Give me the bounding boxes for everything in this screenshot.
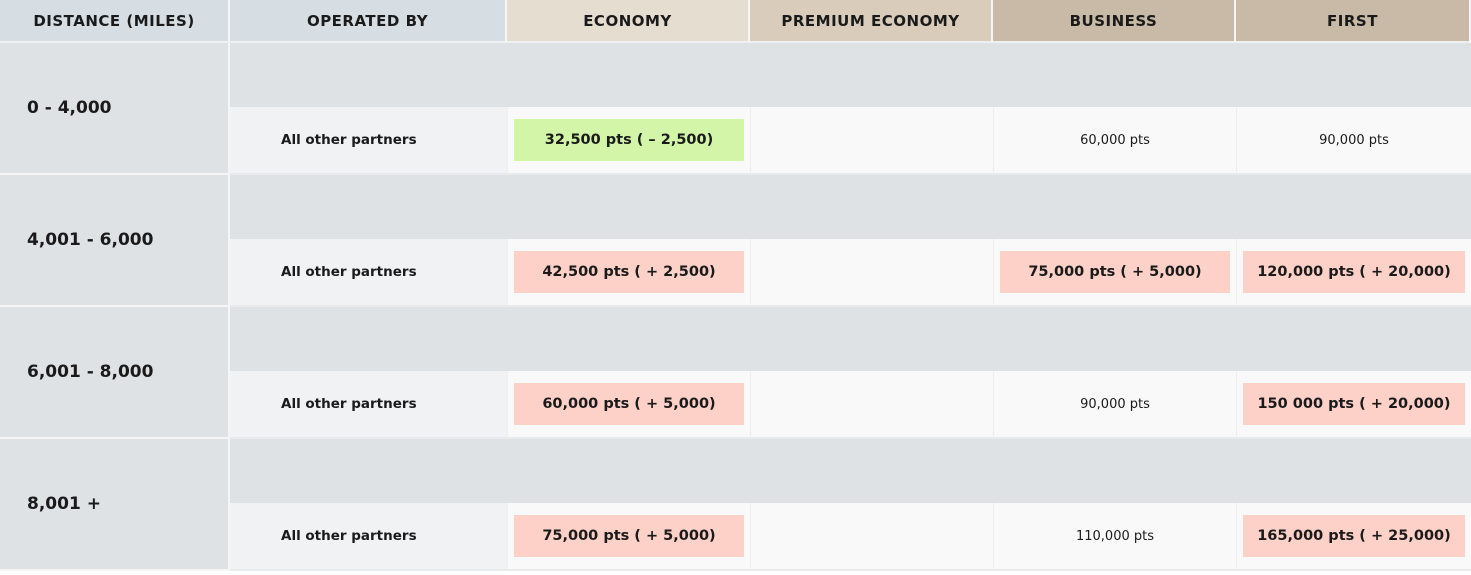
header-economy: ECONOMY	[507, 0, 750, 43]
business-price: 75,000 pts ( + 5,000)	[1000, 251, 1230, 293]
header-distance: DISTANCE (MILES)	[0, 0, 230, 43]
group-band	[230, 43, 1471, 107]
economy-price: 42,500 pts ( + 2,500)	[514, 251, 744, 293]
economy-cell: 75,000 pts ( + 5,000)	[507, 503, 750, 571]
group-band	[230, 175, 1471, 239]
business-price: 90,000 pts	[1080, 396, 1150, 412]
distance-cell: 0 - 4,000	[0, 43, 230, 175]
first-cell: 165,000 pts ( + 25,000)	[1236, 503, 1471, 571]
economy-price: 75,000 pts ( + 5,000)	[514, 515, 744, 557]
premium-economy-cell	[750, 371, 993, 439]
premium-economy-cell	[750, 503, 993, 571]
premium-economy-cell	[750, 107, 993, 175]
header-first: FIRST	[1236, 0, 1471, 43]
business-cell: 110,000 pts	[993, 503, 1236, 571]
business-cell: 90,000 pts	[993, 371, 1236, 439]
business-cell: 75,000 pts ( + 5,000)	[993, 239, 1236, 307]
business-cell: 60,000 pts	[993, 107, 1236, 175]
operated-by-cell: All other partners	[230, 107, 507, 175]
operated-by-cell: All other partners	[230, 371, 507, 439]
distance-cell: 4,001 - 6,000	[0, 175, 230, 307]
business-price: 60,000 pts	[1080, 132, 1150, 148]
first-cell: 120,000 pts ( + 20,000)	[1236, 239, 1471, 307]
first-cell: 90,000 pts	[1236, 107, 1471, 175]
header-business: BUSINESS	[993, 0, 1236, 43]
first-price: 90,000 pts	[1319, 132, 1389, 148]
operated-by-cell: All other partners	[230, 503, 507, 571]
economy-price: 60,000 pts ( + 5,000)	[514, 383, 744, 425]
group-band	[230, 307, 1471, 371]
group-band	[230, 439, 1471, 503]
first-price: 120,000 pts ( + 20,000)	[1243, 251, 1465, 293]
economy-cell: 32,500 pts ( – 2,500)	[507, 107, 750, 175]
header-premium-economy: PREMIUM ECONOMY	[750, 0, 993, 43]
economy-cell: 60,000 pts ( + 5,000)	[507, 371, 750, 439]
first-price: 165,000 pts ( + 25,000)	[1243, 515, 1465, 557]
premium-economy-cell	[750, 239, 993, 307]
economy-cell: 42,500 pts ( + 2,500)	[507, 239, 750, 307]
first-price: 150 000 pts ( + 20,000)	[1243, 383, 1465, 425]
header-operated-by: OPERATED BY	[230, 0, 507, 43]
business-price: 110,000 pts	[1075, 528, 1154, 544]
distance-cell: 8,001 +	[0, 439, 230, 571]
economy-price: 32,500 pts ( – 2,500)	[514, 119, 744, 161]
distance-cell: 6,001 - 8,000	[0, 307, 230, 439]
operated-by-cell: All other partners	[230, 239, 507, 307]
first-cell: 150 000 pts ( + 20,000)	[1236, 371, 1471, 439]
